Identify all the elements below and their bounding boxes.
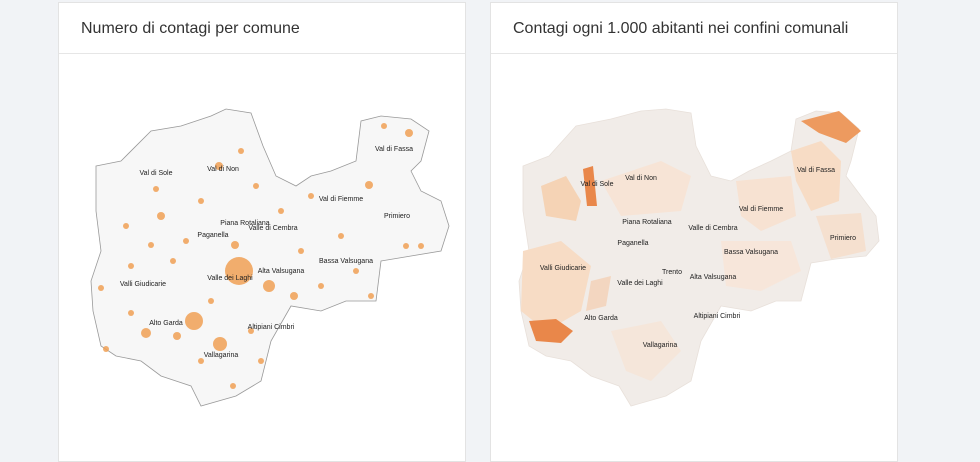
area-label: Val di Fassa (797, 167, 835, 174)
area-label: Valle dei Laghi (617, 280, 663, 287)
bubble-map: Val di Sole Val di Non Val di Fassa Val di … (90, 108, 450, 407)
region-outline (90, 108, 450, 407)
area-label: Piana Rotaliana (220, 220, 270, 227)
area-label: Val di Sole (140, 170, 173, 177)
area-label: Paganella (197, 232, 228, 239)
area-label: Bassa Valsugana (319, 258, 373, 265)
shaded-areas (521, 111, 866, 381)
area-label: Vallagarina (204, 352, 239, 359)
area-label: Val di Fiemme (739, 206, 783, 213)
page: {"panels": [ {"title": "Numero di contag… (58, 2, 898, 462)
map-card: Numero di contagi per comune Val di Sole… (58, 2, 466, 462)
area-label: Paganella (617, 240, 648, 247)
area-label: Valli Giudicarie (540, 265, 586, 272)
map-card: Contagi ogni 1.000 abitanti nei confini … (490, 2, 898, 462)
area-label: Valle di Cembra (248, 225, 297, 232)
area-label: Bassa Valsugana (724, 249, 778, 256)
bubbles (98, 123, 424, 389)
area-label: Vallagarina (643, 342, 678, 349)
area-label: Alta Valsugana (690, 274, 737, 281)
area-label: Val di Fiemme (319, 196, 363, 203)
area-label: Valle di Cembra (688, 225, 737, 232)
area-label: Primiero (384, 213, 410, 220)
area-label: Alta Valsugana (258, 268, 305, 275)
area-label: Altipiani Cimbri (248, 324, 295, 331)
area-label: Valli Giudicarie (120, 281, 166, 288)
area-label: Alto Garda (149, 320, 183, 327)
area-label: Valle dei Laghi (207, 275, 253, 282)
choropleth-map: Val di Sole Val di Non Val di Fassa Val di … (518, 108, 880, 407)
area-label: Altipiani Cimbri (694, 313, 741, 320)
card-title: Contagi ogni 1.000 abitanti nei confini … (491, 3, 897, 54)
area-label: Primiero (830, 235, 856, 242)
area-label: Val di Fassa (375, 146, 413, 153)
area-label: Val di Non (625, 175, 657, 182)
area-label: Val di Non (207, 166, 239, 173)
area-label: Trento (662, 269, 682, 276)
card-title: Numero di contagi per comune (59, 3, 465, 54)
area-label: Alto Garda (584, 315, 618, 322)
area-label: Piana Rotaliana (622, 219, 672, 226)
area-label: Val di Sole (581, 181, 614, 188)
